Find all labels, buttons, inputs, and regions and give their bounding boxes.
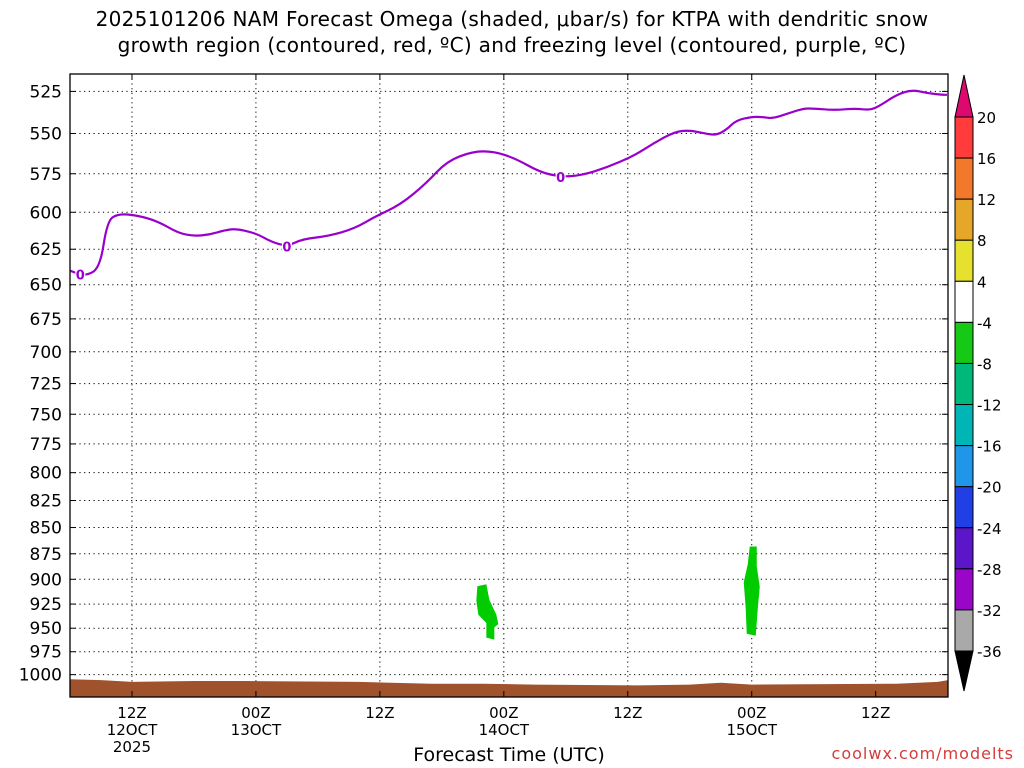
y-tick-label: 525: [30, 82, 62, 102]
colorbar-tick-label: -8: [977, 355, 992, 373]
chart-title-line2: growth region (contoured, red, ºC) and f…: [117, 33, 907, 57]
colorbar-tick-label: 20: [977, 109, 996, 127]
x-tick-label: 00Z: [241, 704, 270, 722]
colorbar-tick-label: -4: [977, 314, 992, 332]
y-tick-label: 1000: [19, 666, 62, 686]
freezing-level-contour-label: 0: [76, 268, 85, 283]
omega-shade-layer: [476, 546, 760, 640]
y-tick-label: 675: [30, 310, 62, 330]
colorbar-bin: [954, 568, 974, 611]
colorbar-tick-label: -36: [977, 643, 1002, 661]
chart-title: 2025101206 NAM Forecast Omega (shaded, μ…: [0, 6, 1024, 58]
y-tick-label: 950: [30, 619, 62, 639]
y-tick-label: 825: [30, 492, 62, 512]
x-tick-label: 14OCT: [479, 721, 530, 739]
colorbar-tick-label: 16: [977, 150, 996, 168]
colorbar-bin: [954, 198, 974, 241]
plot-frame: [69, 73, 949, 698]
x-tick-label: 2025: [113, 738, 151, 756]
colorbar-tick-label: 4: [977, 273, 987, 291]
colorbar-bin: [954, 239, 974, 282]
x-tick-label: 00Z: [489, 704, 518, 722]
omega-shade-region: [476, 584, 499, 640]
colorbar-bin: [954, 157, 974, 200]
colorbar-tick-label: -32: [977, 602, 1002, 620]
omega-shade-region: [743, 546, 760, 636]
freezing-level-contour-label: 0: [556, 171, 565, 186]
contour-label-bg: [555, 168, 566, 184]
colorbar-tick-label: -28: [977, 561, 1002, 579]
y-tick-label: 925: [30, 595, 62, 615]
colorbar-bin: [954, 404, 974, 447]
y-tick-label: 875: [30, 545, 62, 565]
terrain-fill: [70, 679, 948, 697]
y-tick-label: 900: [30, 570, 62, 590]
colorbar-bin: [954, 116, 974, 159]
colorbar-bin: [954, 527, 974, 570]
x-tick-label: 12Z: [365, 704, 394, 722]
freezing-level-contour-label: 0: [282, 240, 291, 255]
freezing-level-layer: 0 0 0: [69, 89, 947, 283]
colorbar-tick-label: 12: [977, 191, 996, 209]
y-tick-label: 700: [30, 343, 62, 363]
y-tick-label: 975: [30, 643, 62, 663]
y-tick-label: 725: [30, 375, 62, 395]
x-tick-label: 15OCT: [726, 721, 777, 739]
colorbar-tick-label: -20: [977, 479, 1002, 497]
x-tick-label: 00Z: [737, 704, 766, 722]
x-tick-label: 12Z: [117, 704, 146, 722]
y-tick-label: 800: [30, 464, 62, 484]
colorbar-bottom-arrow: [954, 650, 974, 692]
colorbar: 20 16 12 8 4 -4 -8 -12 -16 -20 -24 -28 -32 -36: [954, 74, 1002, 692]
colorbar-tick-label: -16: [977, 438, 1002, 456]
contour-label-bg: [75, 266, 86, 282]
axis-layer: 525 550 575 600 625 650 675 700 725 750 775 800 825 8…: [19, 73, 949, 756]
colorbar-bin: [954, 445, 974, 488]
colorbar-bin: [954, 609, 974, 652]
colorbar-tick-label: -12: [977, 397, 1002, 415]
colorbar-bin: [954, 362, 974, 406]
x-tick-label: 12Z: [861, 704, 890, 722]
chart-title-line1: 2025101206 NAM Forecast Omega (shaded, μ…: [95, 7, 929, 31]
y-tick-label: 575: [30, 165, 62, 185]
y-tick-label: 550: [30, 125, 62, 145]
colorbar-tick-label: 8: [977, 232, 987, 250]
colorbar-tick-label: -24: [977, 520, 1002, 538]
colorbar-bin: [954, 486, 974, 529]
freezing-level-line: [69, 89, 947, 276]
y-tick-label: 775: [30, 435, 62, 455]
y-tick-label: 750: [30, 405, 62, 425]
x-tick-label: 13OCT: [231, 721, 282, 739]
credit-link[interactable]: coolwx.com/modelts: [831, 744, 1014, 763]
grid-layer: [70, 74, 948, 697]
contour-label-bg: [281, 238, 292, 254]
y-tick-label: 650: [30, 276, 62, 296]
y-tick-label: 625: [30, 240, 62, 260]
y-tick-label: 850: [30, 519, 62, 539]
x-axis-title: Forecast Time (UTC): [413, 744, 605, 766]
x-tick-label: 12Z: [613, 704, 642, 722]
terrain-layer: [70, 679, 948, 697]
colorbar-top-arrow: [954, 74, 974, 118]
colorbar-bin: [954, 280, 974, 323]
y-tick-label: 600: [30, 203, 62, 223]
x-tick-label: 12OCT: [107, 721, 158, 739]
colorbar-bin: [954, 321, 974, 364]
